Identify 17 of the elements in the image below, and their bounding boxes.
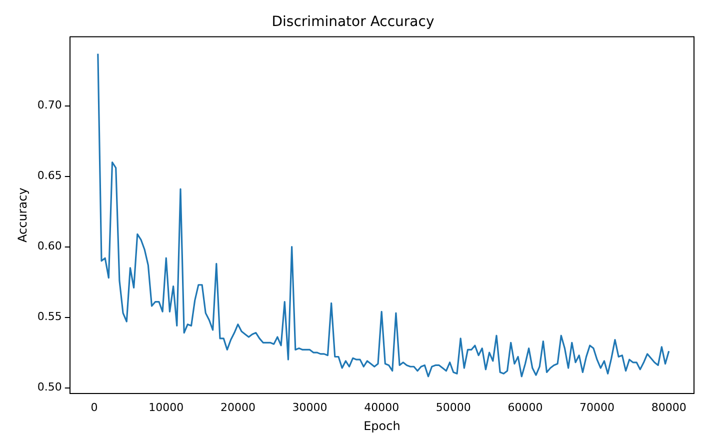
y-tick-label: 0.50	[37, 380, 62, 394]
chart-title: Discriminator Accuracy	[272, 14, 434, 30]
y-axis-title: Accuracy	[15, 188, 30, 242]
x-tick-label: 70000	[580, 400, 615, 414]
y-tick-label: 0.60	[37, 240, 62, 253]
y-tick-label: 0.70	[37, 98, 62, 112]
x-tick-label: 20000	[220, 400, 256, 414]
x-tick-label: 0	[90, 400, 98, 414]
x-tick-label: 30000	[292, 400, 328, 414]
x-tick-label: 50000	[436, 400, 471, 414]
x-axis-title: Epoch	[364, 418, 400, 433]
y-tick-label: 0.55	[37, 310, 62, 324]
x-tick-label: 60000	[508, 400, 543, 414]
x-tick-label: 40000	[364, 400, 400, 414]
y-tick-label: 0.65	[37, 169, 62, 182]
x-tick-label: 80000	[651, 400, 686, 414]
x-tick-label: 10000	[148, 400, 184, 414]
